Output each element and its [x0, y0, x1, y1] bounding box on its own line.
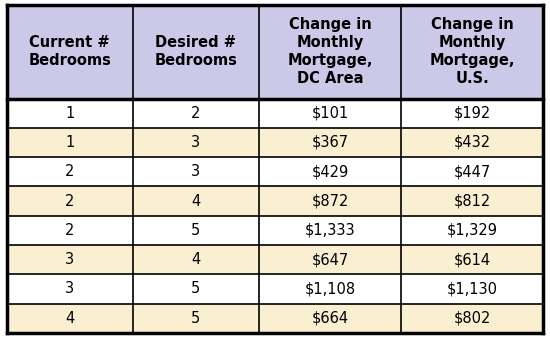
- Bar: [7, 157, 133, 187]
- Bar: [401, 98, 543, 128]
- Text: $101: $101: [311, 106, 349, 121]
- Text: $872: $872: [311, 194, 349, 209]
- Text: 2: 2: [65, 223, 74, 238]
- Bar: [7, 5, 133, 98]
- Bar: [133, 274, 259, 304]
- Bar: [401, 274, 543, 304]
- Bar: [401, 128, 543, 157]
- Text: $447: $447: [454, 164, 491, 179]
- Bar: [7, 98, 133, 128]
- Text: $647: $647: [311, 252, 349, 267]
- Bar: [259, 187, 401, 216]
- Bar: [7, 274, 133, 304]
- Text: 2: 2: [65, 194, 74, 209]
- Bar: [259, 5, 401, 98]
- Text: $1,130: $1,130: [447, 282, 498, 296]
- Bar: [133, 216, 259, 245]
- Bar: [259, 157, 401, 187]
- Text: 3: 3: [65, 282, 74, 296]
- Bar: [7, 216, 133, 245]
- Bar: [259, 216, 401, 245]
- Text: 5: 5: [191, 223, 200, 238]
- Text: $432: $432: [454, 135, 491, 150]
- Bar: [133, 5, 259, 98]
- Text: $1,108: $1,108: [305, 282, 356, 296]
- Bar: [133, 245, 259, 274]
- Text: 4: 4: [191, 194, 200, 209]
- Text: Current #
Bedrooms: Current # Bedrooms: [28, 35, 111, 68]
- Text: 4: 4: [65, 311, 74, 326]
- Text: $429: $429: [311, 164, 349, 179]
- Text: $1,329: $1,329: [447, 223, 498, 238]
- Bar: [401, 245, 543, 274]
- Bar: [259, 245, 401, 274]
- Text: $812: $812: [454, 194, 491, 209]
- Bar: [401, 5, 543, 98]
- Bar: [133, 157, 259, 187]
- Text: 3: 3: [191, 164, 200, 179]
- Bar: [133, 304, 259, 333]
- Bar: [259, 128, 401, 157]
- Bar: [133, 128, 259, 157]
- Text: 2: 2: [65, 164, 74, 179]
- Bar: [7, 245, 133, 274]
- Text: $192: $192: [454, 106, 491, 121]
- Text: 1: 1: [65, 135, 74, 150]
- Text: $1,333: $1,333: [305, 223, 355, 238]
- Bar: [7, 304, 133, 333]
- Text: Change in
Monthly
Mortgage,
U.S.: Change in Monthly Mortgage, U.S.: [430, 17, 515, 86]
- Text: 3: 3: [65, 252, 74, 267]
- Bar: [133, 98, 259, 128]
- Text: 4: 4: [191, 252, 200, 267]
- Text: $614: $614: [454, 252, 491, 267]
- Bar: [401, 216, 543, 245]
- Text: 2: 2: [191, 106, 201, 121]
- Text: 3: 3: [191, 135, 200, 150]
- Bar: [401, 304, 543, 333]
- Bar: [259, 304, 401, 333]
- Bar: [259, 274, 401, 304]
- Text: $802: $802: [454, 311, 491, 326]
- Bar: [133, 187, 259, 216]
- Bar: [7, 128, 133, 157]
- Text: $664: $664: [311, 311, 349, 326]
- Bar: [401, 187, 543, 216]
- Text: 1: 1: [65, 106, 74, 121]
- Bar: [7, 187, 133, 216]
- Text: $367: $367: [311, 135, 349, 150]
- Bar: [401, 157, 543, 187]
- Text: 5: 5: [191, 282, 200, 296]
- Text: 5: 5: [191, 311, 200, 326]
- Text: Change in
Monthly
Mortgage,
DC Area: Change in Monthly Mortgage, DC Area: [287, 17, 373, 86]
- Text: Desired #
Bedrooms: Desired # Bedrooms: [155, 35, 237, 68]
- Bar: [259, 98, 401, 128]
